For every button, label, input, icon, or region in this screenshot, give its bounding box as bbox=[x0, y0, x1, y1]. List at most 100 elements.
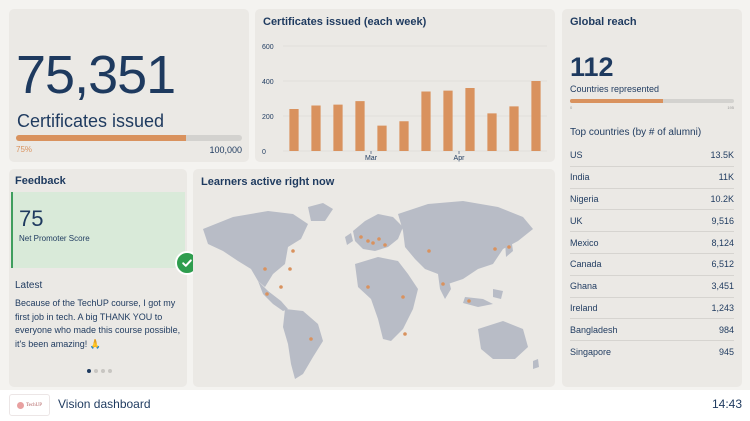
feedback-title: Feedback bbox=[15, 175, 66, 187]
world-map bbox=[203, 201, 539, 379]
footer-bar: TechUP Vision dashboard 14:43 bbox=[0, 390, 750, 421]
learner-dot bbox=[359, 235, 363, 239]
country-name: UK bbox=[570, 215, 583, 226]
learner-dot bbox=[366, 285, 370, 289]
x-tick-label: Apr bbox=[454, 155, 466, 162]
learner-dot bbox=[377, 237, 381, 241]
certificates-count: 75,351 bbox=[16, 45, 176, 105]
learner-dot bbox=[401, 295, 405, 299]
learner-dot bbox=[493, 247, 497, 251]
learner-dot bbox=[467, 299, 471, 303]
y-tick-label: 600 bbox=[262, 44, 274, 51]
weekly-bar-chart: 0 200 400 600 Mar Apr bbox=[262, 44, 547, 162]
learner-dot bbox=[383, 243, 387, 247]
country-value: 984 bbox=[718, 324, 734, 335]
y-tick-label: 400 bbox=[262, 79, 274, 86]
carousel-dot-active[interactable] bbox=[87, 369, 91, 373]
country-row: India 11K bbox=[570, 167, 734, 189]
country-name: Singapore bbox=[570, 347, 612, 358]
weekly-bar bbox=[465, 88, 475, 151]
learner-dot bbox=[263, 267, 267, 271]
countries-progress-bar bbox=[570, 99, 734, 103]
country-value: 9,516 bbox=[711, 215, 734, 226]
carousel-dot[interactable] bbox=[108, 369, 112, 373]
weekly-bar bbox=[421, 91, 431, 151]
logo-text: TechUP bbox=[25, 402, 43, 408]
country-value: 6,512 bbox=[711, 259, 734, 270]
learner-dot bbox=[441, 282, 445, 286]
country-row: Bangladesh 984 bbox=[570, 319, 734, 342]
learner-dot bbox=[291, 249, 295, 253]
weekly-bar bbox=[355, 101, 365, 151]
learner-dot bbox=[366, 239, 370, 243]
clock: 14:43 bbox=[711, 397, 742, 411]
country-value: 3,451 bbox=[711, 281, 734, 292]
country-name: India bbox=[570, 172, 590, 183]
carousel-dots[interactable] bbox=[87, 369, 112, 373]
country-value: 8,124 bbox=[711, 237, 734, 248]
weekly-bar bbox=[487, 113, 497, 151]
weekly-bar bbox=[377, 125, 387, 151]
logo-mark-icon bbox=[16, 401, 24, 409]
top-countries-list: US 13.5K India 11K Nigeria 10.2K UK 9,516 Me… bbox=[570, 145, 734, 363]
nps-label: Net Promoter Score bbox=[19, 234, 90, 243]
country-name: Bangladesh bbox=[570, 324, 618, 335]
learner-dot bbox=[427, 249, 431, 253]
y-tick-label: 200 bbox=[262, 114, 274, 121]
active-learners-title: Learners active right now bbox=[201, 176, 335, 188]
global-reach-card: Global reach 112 Countries represented 0… bbox=[562, 9, 742, 387]
country-name: Ghana bbox=[570, 281, 598, 292]
countries-progress-max: 195 bbox=[727, 105, 734, 110]
learner-dot bbox=[265, 292, 269, 296]
weekly-bar bbox=[289, 109, 299, 151]
learner-dot bbox=[371, 241, 375, 245]
learner-dot bbox=[279, 285, 283, 289]
x-tick-label: Mar bbox=[365, 155, 378, 162]
country-row: Mexico 8,124 bbox=[570, 232, 734, 254]
country-row: Nigeria 10.2K bbox=[570, 189, 734, 211]
country-row: Singapore 945 bbox=[570, 341, 734, 363]
weekly-bar bbox=[333, 104, 343, 151]
weekly-chart-title: Certificates issued (each week) bbox=[263, 16, 427, 28]
country-row: Canada 6,512 bbox=[570, 254, 734, 276]
country-name: Canada bbox=[570, 259, 602, 270]
country-name: Nigeria bbox=[570, 193, 599, 204]
learner-dot bbox=[507, 245, 511, 249]
country-row: Ireland 1,243 bbox=[570, 298, 734, 320]
country-row: US 13.5K bbox=[570, 145, 734, 167]
carousel-dot[interactable] bbox=[101, 369, 105, 373]
country-row: Ghana 3,451 bbox=[570, 276, 734, 298]
certificates-label: Certificates issued bbox=[17, 111, 165, 131]
weekly-bar bbox=[311, 105, 321, 151]
dashboard-title: Vision dashboard bbox=[58, 397, 151, 411]
country-row: UK 9,516 bbox=[570, 210, 734, 233]
nps-box: 75 Net Promoter Score bbox=[11, 192, 185, 268]
certificates-percent: 75% bbox=[16, 145, 33, 154]
weekly-bar bbox=[509, 106, 519, 151]
global-reach-title: Global reach bbox=[570, 16, 637, 28]
certificates-progress-bar bbox=[16, 135, 242, 141]
countries-count: 112 bbox=[570, 52, 614, 82]
learner-dot bbox=[403, 332, 407, 336]
y-tick-label: 0 bbox=[262, 149, 266, 156]
weekly-chart-card: Certificates issued (each week) 0 200 400 6… bbox=[255, 9, 555, 162]
latest-feedback-label: Latest bbox=[15, 280, 43, 291]
certificates-card: 75,351 Certificates issued 75% 100,000 bbox=[9, 9, 249, 162]
countries-progress-min: 0 bbox=[570, 105, 573, 110]
feedback-quote: Because of the TechUP course, I got my f… bbox=[15, 298, 181, 349]
country-value: 10.2K bbox=[710, 193, 734, 204]
countries-label: Countries represented bbox=[570, 84, 660, 94]
weekly-bar bbox=[443, 90, 453, 151]
certificates-progress-fill bbox=[16, 135, 186, 141]
weekly-bar bbox=[399, 121, 409, 151]
country-value: 1,243 bbox=[711, 302, 734, 313]
learner-dot bbox=[288, 267, 292, 271]
country-value: 11K bbox=[718, 172, 734, 183]
techup-logo: TechUP bbox=[9, 394, 50, 416]
carousel-dot[interactable] bbox=[94, 369, 98, 373]
weekly-bar bbox=[531, 81, 541, 151]
top-countries-title: Top countries (by # of alumni) bbox=[570, 127, 702, 138]
country-value: 945 bbox=[718, 347, 734, 358]
world-landmass bbox=[203, 201, 539, 379]
country-name: Ireland bbox=[570, 302, 598, 313]
